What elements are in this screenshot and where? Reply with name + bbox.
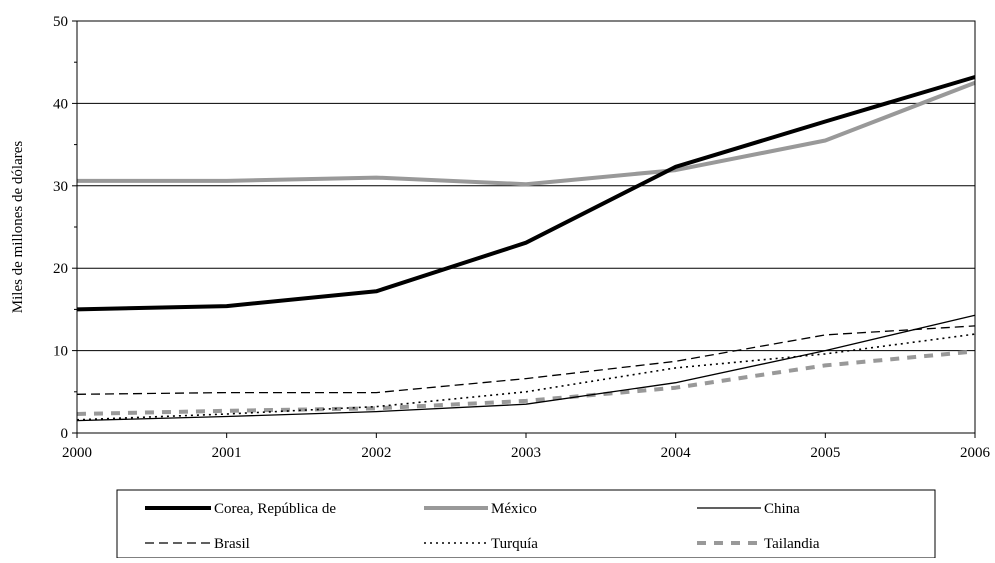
series-line-3 xyxy=(77,326,975,394)
legend-label: México xyxy=(491,501,537,517)
y-tick-label: 30 xyxy=(53,179,68,195)
legend-label: Tailandia xyxy=(764,536,820,552)
x-tick-label: 2004 xyxy=(661,445,692,461)
series-line-0 xyxy=(77,77,975,309)
series-line-1 xyxy=(77,83,975,184)
legend: Corea, República de México China Brasil Turq… xyxy=(117,490,935,558)
y-axis-title: Miles de millones de dólares xyxy=(10,141,26,314)
x-tick-label: 2002 xyxy=(361,445,391,461)
y-tick-label: 10 xyxy=(53,344,68,360)
legend-label: Brasil xyxy=(214,536,250,552)
x-tick-label: 2000 xyxy=(62,445,92,461)
series-lines xyxy=(77,77,975,421)
gridlines xyxy=(77,103,975,350)
plot-area-frame xyxy=(77,21,975,433)
series-line-2 xyxy=(77,315,975,420)
legend-label: Turquía xyxy=(491,536,538,552)
y-tick-label: 20 xyxy=(53,261,68,277)
y-tick-label: 0 xyxy=(61,426,69,442)
x-tick-label: 2001 xyxy=(212,445,242,461)
y-tick-label: 50 xyxy=(53,14,68,30)
x-tick-label: 2005 xyxy=(810,445,840,461)
x-tick-label: 2006 xyxy=(960,445,991,461)
legend-label: China xyxy=(764,501,800,517)
y-tick-label: 40 xyxy=(53,96,68,112)
axes: 0 10 20 30 40 50 2000 2001 2002 2003 2004 2005 2006 xyxy=(53,14,991,461)
legend-label: Corea, República de xyxy=(214,501,336,517)
x-tick-label: 2003 xyxy=(511,445,541,461)
